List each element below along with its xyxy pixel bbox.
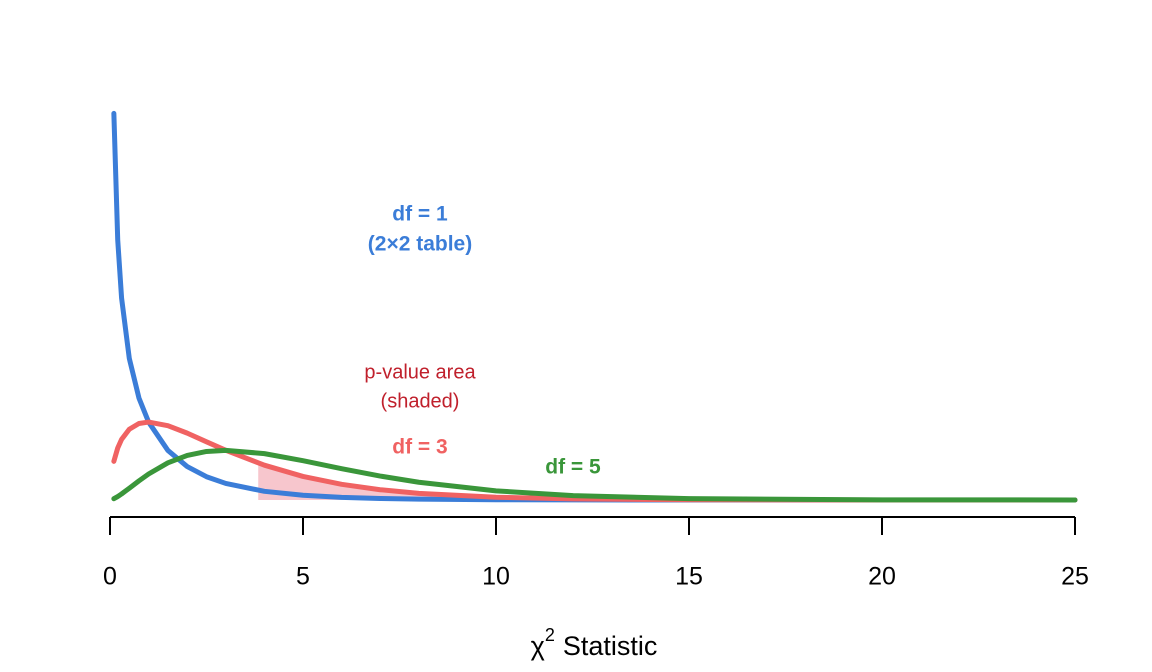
x-tick-label: 20: [868, 563, 896, 591]
x-label-symbol: χ: [531, 631, 545, 661]
series-label: df = 3: [392, 436, 447, 459]
series-line: [111, 110, 1078, 503]
x-tick-label: 25: [1061, 563, 1089, 591]
x-tick-label: 10: [482, 563, 510, 591]
x-tick-label: 15: [675, 563, 703, 591]
annotation: (shaded): [381, 390, 460, 412]
x-axis-label: χ2 Statistic: [531, 625, 658, 661]
series-line: [111, 419, 1078, 503]
x-tick-label: 5: [296, 563, 310, 591]
x-label-text: Statistic: [563, 631, 658, 661]
series-label: df = 5: [545, 456, 601, 479]
annotation: p-value area: [364, 361, 476, 383]
x-label-superscript: 2: [545, 625, 555, 645]
series-label: df = 1: [392, 203, 448, 226]
p-value-shade: [258, 462, 1075, 500]
series-line: [111, 447, 1078, 503]
x-tick-label: 0: [103, 563, 117, 591]
annotation: (2×2 table): [368, 233, 472, 256]
